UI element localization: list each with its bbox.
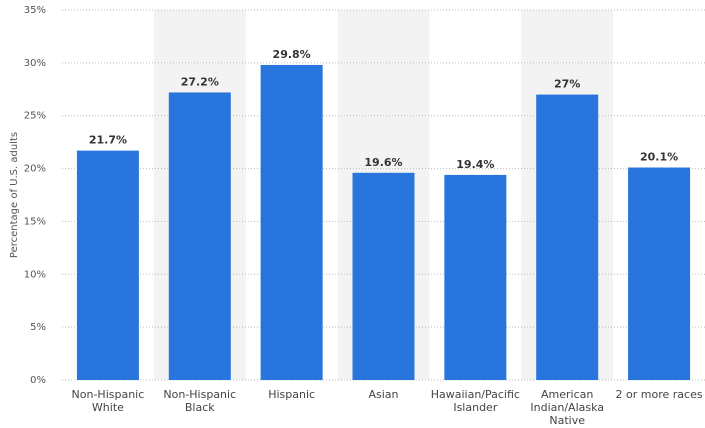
y-tick-label: 35%	[24, 5, 46, 16]
y-tick-label: 25%	[24, 111, 46, 122]
x-tick-label: Asian	[368, 388, 399, 401]
value-label: 21.7%	[89, 134, 127, 147]
bar	[444, 174, 507, 380]
x-tick-label: Non-Hispanic White	[71, 388, 145, 414]
y-tick-label: 0%	[30, 375, 46, 386]
bar	[260, 64, 323, 380]
y-tick-label: 30%	[24, 58, 46, 69]
bar	[352, 172, 415, 380]
value-label: 27%	[554, 78, 580, 91]
y-tick-label: 15%	[24, 216, 46, 227]
y-tick-label: 20%	[24, 164, 46, 175]
bar	[76, 150, 139, 380]
bar	[628, 167, 691, 380]
value-label: 27.2%	[181, 75, 219, 88]
y-axis-title: Percentage of U.S. adults	[9, 132, 20, 258]
value-label: 20.1%	[640, 151, 678, 164]
bar	[168, 92, 231, 380]
x-tick-label: Hispanic	[268, 388, 316, 401]
bar	[536, 94, 599, 381]
x-tick-label: 2 or more races	[615, 388, 703, 401]
value-label: 19.4%	[456, 158, 494, 171]
value-label: 29.8%	[273, 48, 311, 61]
y-tick-label: 10%	[24, 269, 46, 280]
x-tick-label: American Indian/Alaska Native	[530, 388, 605, 427]
y-tick-label: 5%	[30, 322, 46, 333]
x-tick-label: Hawaiian/Pacific Islander	[430, 388, 520, 414]
x-tick-label: Non-Hispanic Black	[163, 388, 237, 414]
value-label: 19.6%	[364, 156, 402, 169]
